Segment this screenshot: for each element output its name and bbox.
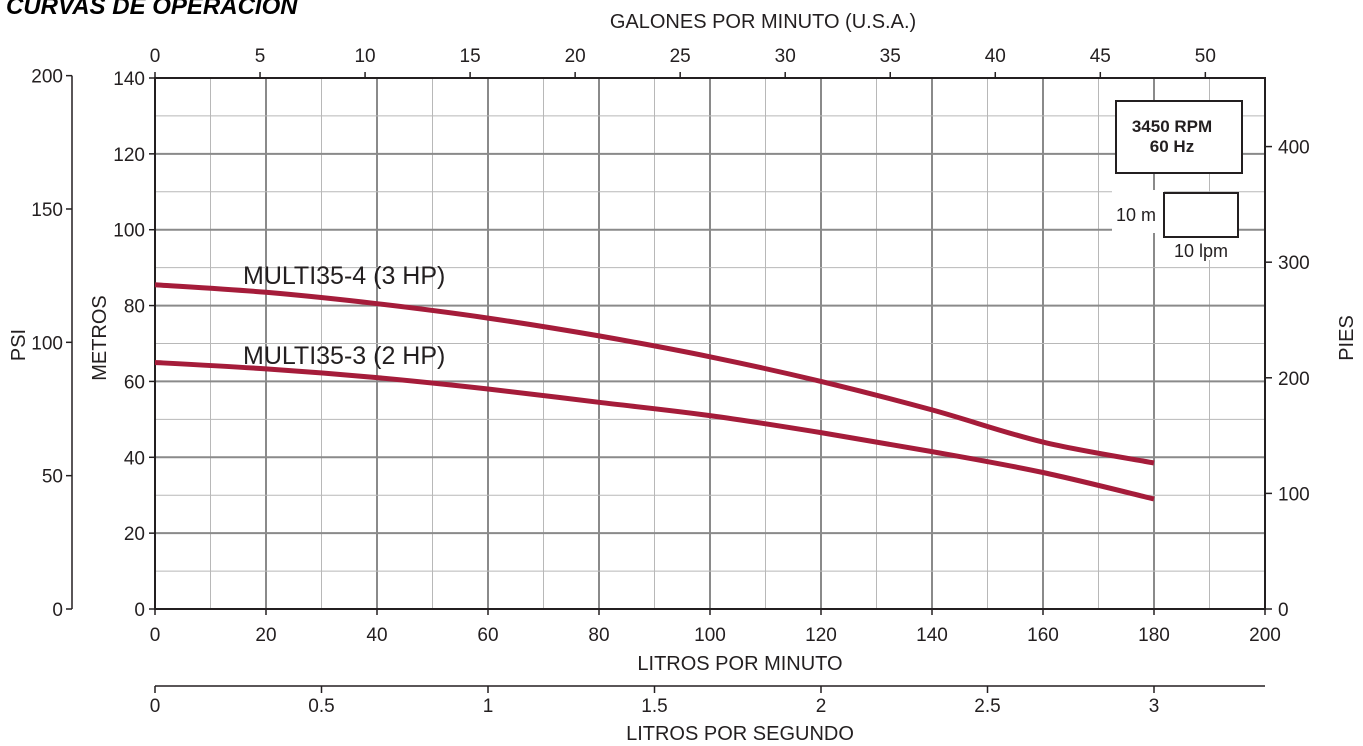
pies-tick-label: 100 — [1278, 484, 1310, 505]
x-tick-label: 20 — [255, 625, 276, 646]
rpm-legend-box: 3450 RPM 60 Hz — [1115, 100, 1243, 174]
top-tick-label: 50 — [1195, 46, 1216, 67]
pies-tick-label: 200 — [1278, 369, 1310, 390]
lps-tick-label: 1 — [483, 696, 494, 717]
lps-tick-label: 1.5 — [641, 696, 667, 717]
x-tick-label: 200 — [1249, 625, 1281, 646]
scale-vertical-label: 10 m — [1116, 205, 1156, 225]
x-tick-label: 80 — [588, 625, 609, 646]
pies-tick-label: 300 — [1278, 253, 1310, 274]
series-label-multi35-4: MULTI35-4 (3 HP) — [243, 262, 445, 290]
psi-tick-label: 150 — [31, 200, 63, 221]
top-tick-label: 45 — [1090, 46, 1111, 67]
y-tick-label: 100 — [113, 221, 145, 242]
y-axis-label: METROS — [89, 295, 111, 381]
scale-reference: 10 m 10 lpm — [1112, 190, 1239, 261]
scale-box — [1163, 192, 1239, 238]
top-tick-label: 25 — [670, 46, 691, 67]
pies-tick-label: 0 — [1278, 600, 1289, 621]
pies-tick-label: 400 — [1278, 138, 1310, 159]
psi-tick-label: 0 — [52, 600, 63, 621]
x-tick-label: 60 — [477, 625, 498, 646]
lps-tick-label: 2 — [816, 696, 827, 717]
y-tick-label: 20 — [124, 524, 145, 545]
lps-tick-label: 0.5 — [308, 696, 334, 717]
y-tick-label: 140 — [113, 69, 145, 90]
psi-tick-label: 50 — [42, 467, 63, 488]
psi-axis-label: PSI — [8, 329, 30, 361]
top-tick-label: 0 — [150, 46, 161, 67]
x-tick-label: 180 — [1138, 625, 1170, 646]
top-tick-label: 10 — [354, 46, 375, 67]
y-tick-label: 40 — [124, 448, 145, 469]
x-tick-label: 140 — [916, 625, 948, 646]
x-tick-label: 100 — [694, 625, 726, 646]
top-axis-label: GALONES POR MINUTO (U.S.A.) — [610, 11, 916, 33]
pies-axis-label: PIES — [1336, 315, 1358, 361]
top-tick-label: 35 — [880, 46, 901, 67]
grid — [155, 78, 1265, 609]
series — [154, 282, 1155, 502]
chart-title: CURVAS DE OPERACIÓN — [6, 0, 298, 20]
x-tick-label: 120 — [805, 625, 837, 646]
lps-tick-label: 2.5 — [974, 696, 1000, 717]
y-tick-label: 60 — [124, 372, 145, 393]
y-tick-label: 80 — [124, 297, 145, 318]
series-line-multi35-3 — [154, 360, 1155, 502]
scale-horizontal-label: 10 lpm — [1174, 241, 1228, 261]
series-label-multi35-3: MULTI35-3 (2 HP) — [243, 342, 445, 370]
top-tick-label: 30 — [775, 46, 796, 67]
y-tick-label: 0 — [134, 600, 145, 621]
top-tick-label: 15 — [460, 46, 481, 67]
x-axis-label: LITROS POR MINUTO — [637, 653, 842, 675]
lps-tick-label: 3 — [1149, 696, 1160, 717]
top-tick-label: 20 — [565, 46, 586, 67]
rpm-label: 3450 RPM — [1132, 117, 1212, 136]
x-tick-label: 40 — [366, 625, 387, 646]
psi-tick-label: 100 — [31, 333, 63, 354]
y-tick-label: 120 — [113, 145, 145, 166]
x-tick-label: 160 — [1027, 625, 1059, 646]
psi-tick-label: 200 — [31, 67, 63, 88]
top-tick-label: 40 — [985, 46, 1006, 67]
x-tick-label: 0 — [150, 625, 161, 646]
lps-tick-label: 0 — [150, 696, 161, 717]
axes: 0 20 40 60 80 100 120 140 160 180 2000204060801001… — [31, 46, 1309, 717]
top-tick-label: 5 — [255, 46, 266, 67]
series-line-multi35-4 — [154, 282, 1155, 466]
lps-axis-label: LITROS POR SEGUNDO — [626, 723, 854, 745]
hz-label: 60 Hz — [1150, 137, 1194, 156]
